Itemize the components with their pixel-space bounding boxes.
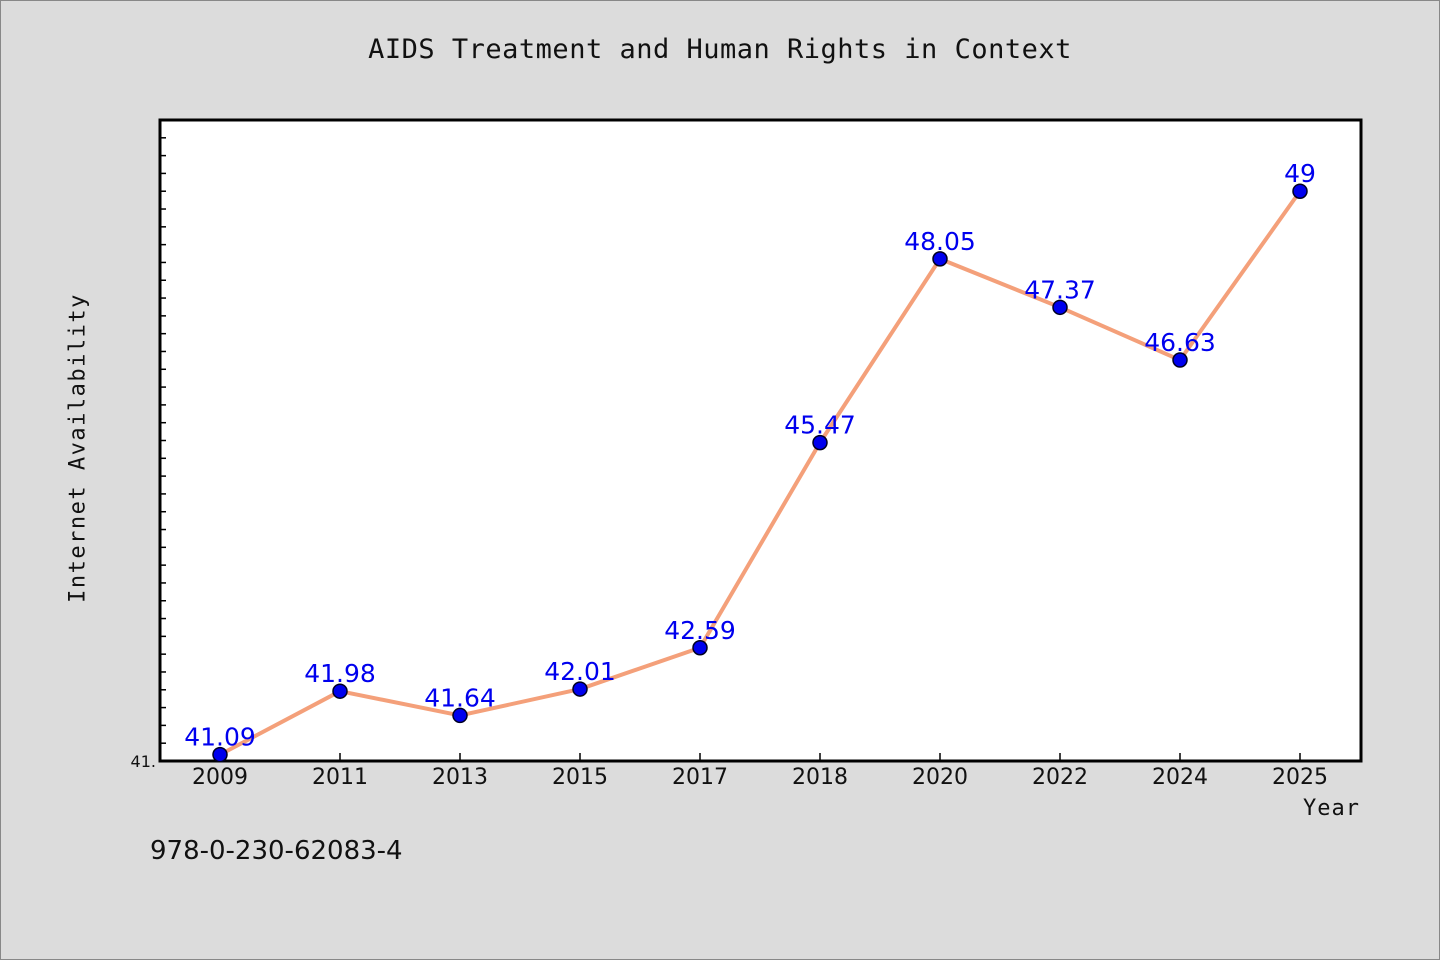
data-label: 41.64 — [424, 683, 496, 712]
x-tick-label: 2011 — [312, 765, 368, 790]
x-ticks: 2009 2011 2013 2015 2017 2018 2020 2022 2024 2025 — [192, 753, 1328, 790]
x-tick-label: 2018 — [792, 765, 848, 790]
data-point — [572, 681, 588, 697]
data-label: 48.05 — [904, 227, 976, 256]
data-label: 47.37 — [1024, 275, 1096, 304]
data-point — [212, 746, 228, 763]
data-point — [452, 707, 468, 724]
x-tick-label: 2017 — [672, 765, 728, 790]
series-markers — [212, 183, 1308, 763]
data-point — [1172, 352, 1188, 368]
y-tick-label: 41. — [131, 752, 156, 771]
isbn-footer: 978-0-230-62083-4 — [150, 836, 403, 866]
data-labels: 41.09 41.98 41.64 42.01 42.59 45.47 48.05 47.37… — [184, 159, 1316, 751]
x-axis-label: Year — [1303, 796, 1360, 821]
x-tick-label: 2020 — [912, 765, 968, 790]
data-label: 42.59 — [664, 616, 736, 645]
plot-area — [158, 118, 1363, 763]
data-point — [1292, 183, 1308, 199]
data-point — [692, 640, 708, 656]
data-label: 45.47 — [784, 411, 856, 440]
data-point — [812, 434, 828, 451]
x-tick-label: 2024 — [1152, 765, 1208, 790]
data-label: 49 — [1284, 159, 1316, 188]
chart-title: AIDS Treatment and Human Rights in Conte… — [368, 34, 1072, 65]
x-tick-label: 2013 — [432, 765, 488, 790]
data-point — [1052, 299, 1068, 316]
data-label: 41.09 — [184, 723, 256, 752]
data-label: 46.63 — [1144, 328, 1216, 357]
x-tick-label: 2022 — [1032, 765, 1088, 790]
x-tick-label: 2025 — [1272, 765, 1328, 790]
data-point — [332, 683, 348, 699]
series-line — [219, 190, 1302, 757]
data-label: 41.98 — [304, 659, 376, 688]
y-ticks: 41. — [131, 119, 166, 771]
data-point — [932, 251, 948, 267]
x-tick-label: 2009 — [192, 765, 248, 790]
data-label: 42.01 — [544, 657, 616, 686]
x-tick-label: 2015 — [552, 765, 608, 790]
